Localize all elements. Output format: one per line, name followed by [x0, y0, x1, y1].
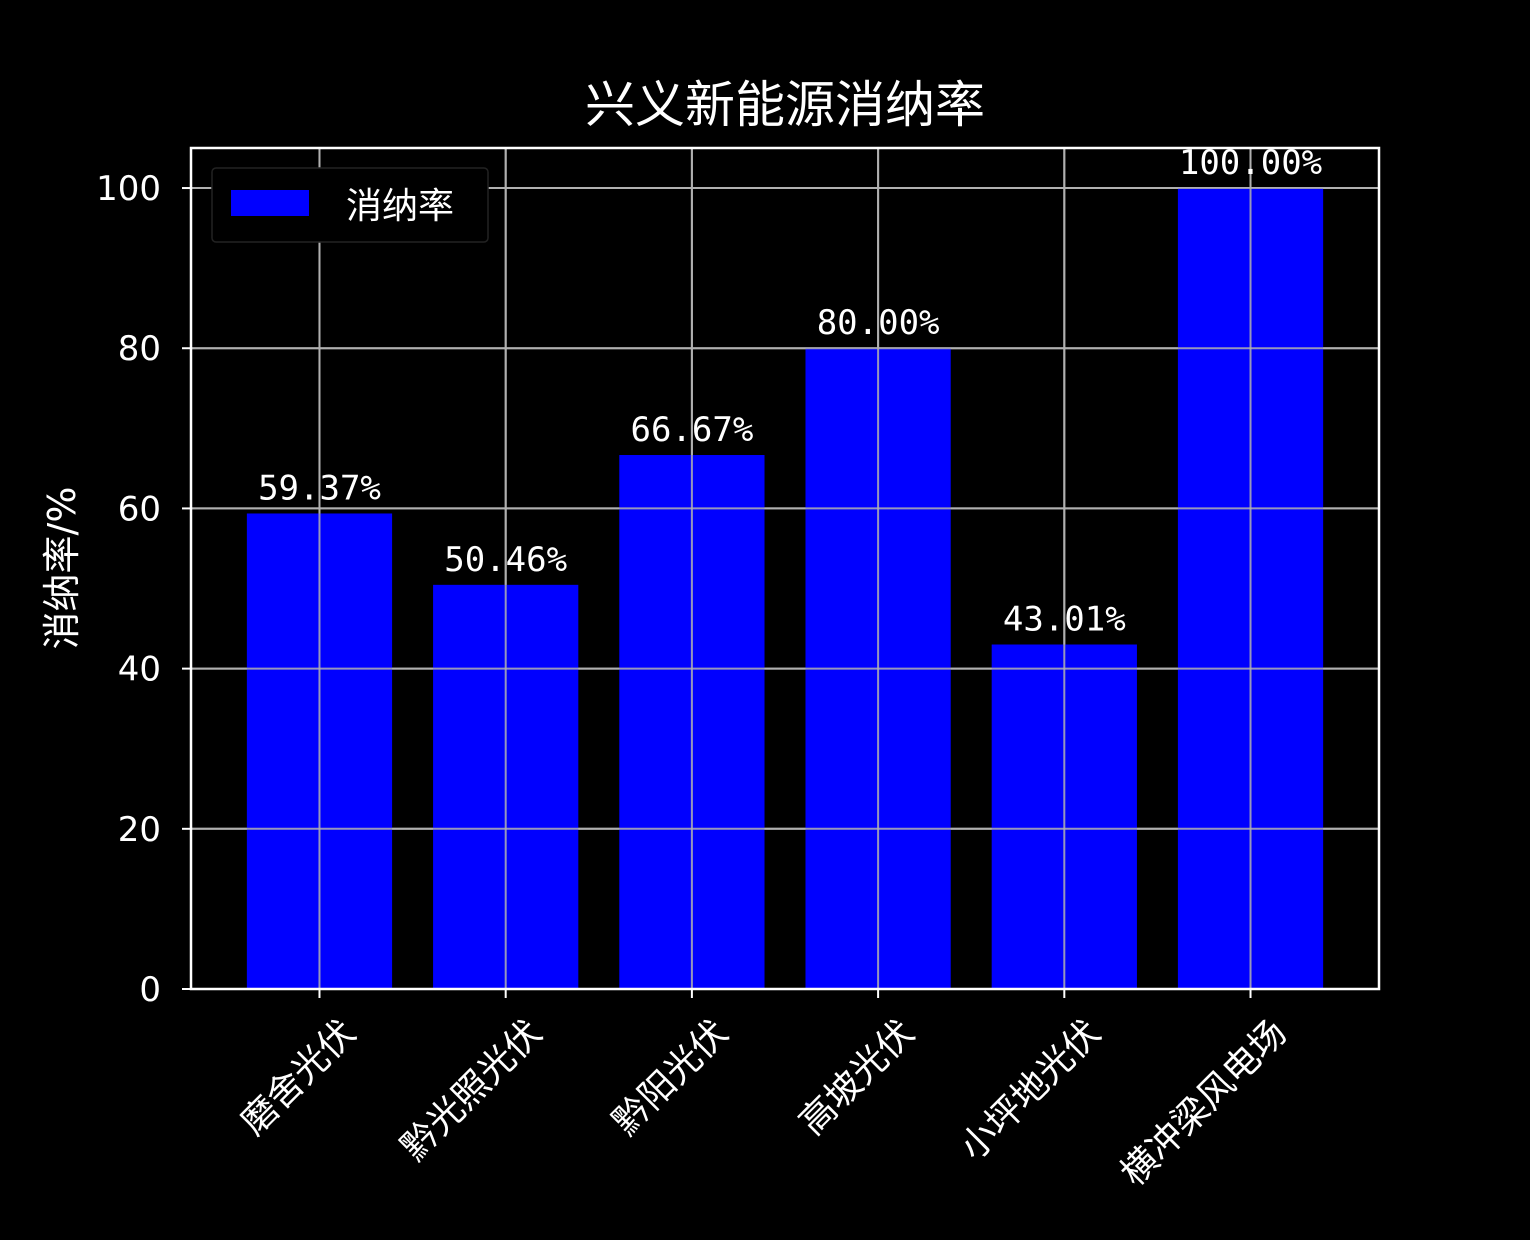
y-tick-label-2: 40: [118, 650, 161, 690]
legend: 消纳率: [211, 167, 489, 243]
y-tick-label-1: 20: [118, 810, 161, 850]
legend-swatch: [231, 190, 309, 216]
bar-value-label-0: 59.37%: [258, 468, 381, 508]
bar-value-labels: 59.37% 50.46% 66.67% 80.00% 43.01% 100.00%: [258, 143, 1322, 639]
chart-title: 兴义新能源消纳率: [585, 76, 985, 134]
plot-area-frame: [189, 146, 1381, 991]
legend-box: [211, 167, 489, 243]
legend-label: 消纳率: [346, 186, 454, 227]
y-tick-label-4: 80: [118, 329, 161, 369]
y-tick-label-5: 100: [96, 169, 161, 209]
y-tick-label-3: 60: [118, 489, 161, 529]
y-axis-label: 消纳率/%: [40, 487, 84, 650]
bar-value-label-3: 80.00%: [817, 303, 940, 343]
y-tick-label-0: 0: [139, 970, 161, 1010]
bar-value-label-2: 66.67%: [630, 410, 753, 450]
bar-value-label-5: 100.00%: [1179, 143, 1322, 183]
bar-value-label-4: 43.01%: [1003, 600, 1126, 640]
bar-value-label-1: 50.46%: [444, 540, 567, 580]
y-axis-ticks: 0 20 40 60 80 100: [96, 169, 191, 1010]
